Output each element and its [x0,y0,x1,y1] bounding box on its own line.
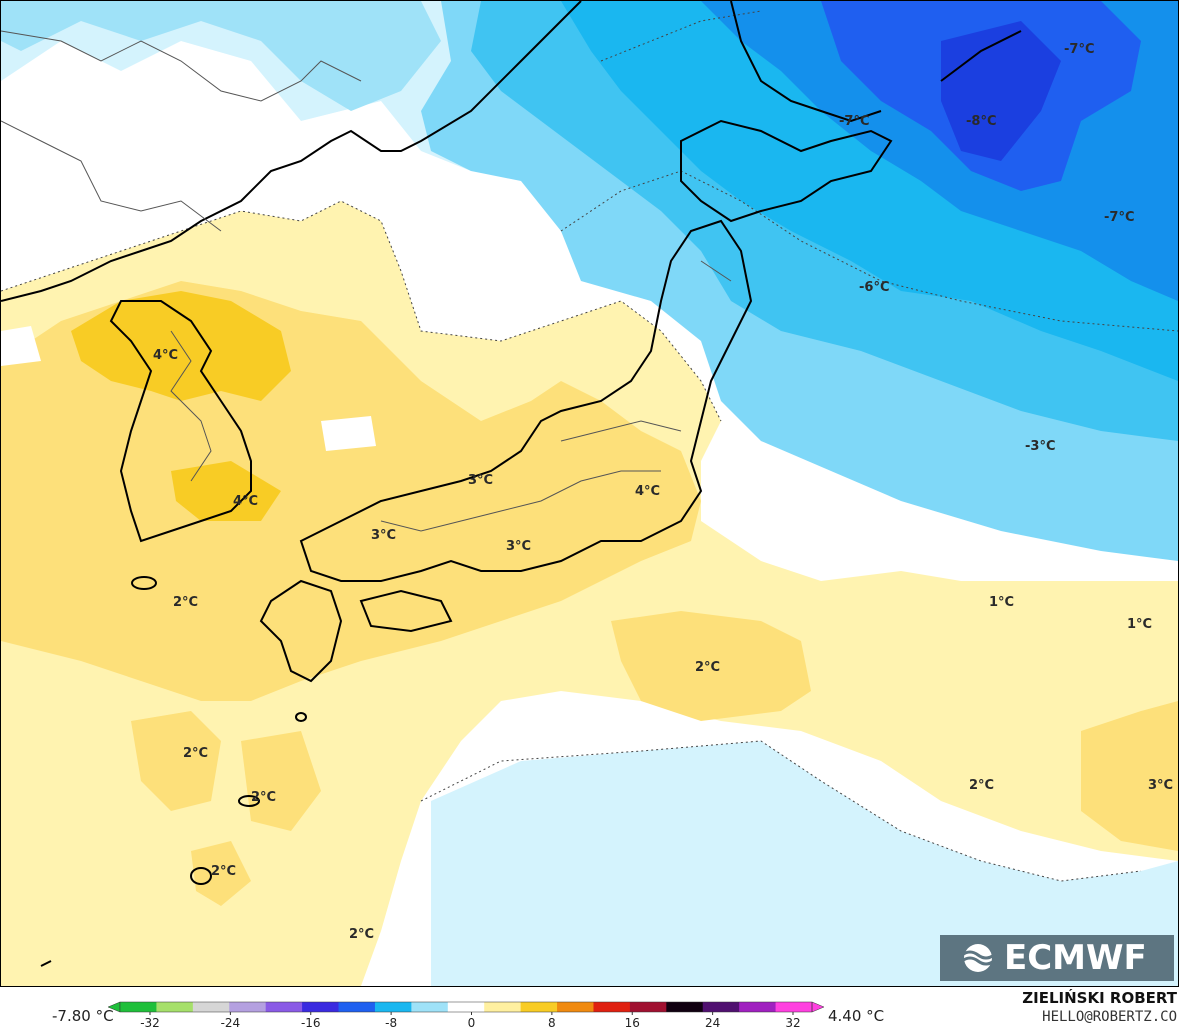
temp-label: -7°C [1104,210,1134,225]
legend-swatch [120,1002,157,1012]
legend-tick-label: -32 [140,1016,160,1030]
author-name: ZIELIŃSKI ROBERT [1022,989,1177,1007]
temp-label: 3°C [468,473,493,488]
ecmwf-wave-icon [961,944,995,972]
legend-tick-label: -24 [221,1016,241,1030]
temp-label: -7°C [839,114,869,129]
warm-region-far-east [1081,701,1178,851]
dotted-contours [1,10,1178,882]
map-canvas: -7°C -7°C -8°C -7°C -6°C -3°C 4°C 4°C 3°… [1,1,1178,986]
warm-region-south [131,711,221,811]
cold-region-light [1,1,441,111]
temp-label: 4°C [153,348,178,363]
temp-label: -7°C [1064,42,1094,57]
legend-swatch [265,1002,303,1012]
legend-swatch [520,1002,558,1012]
legend-swatch [629,1002,667,1012]
legend-border [119,1001,813,1013]
warm-region-south-2 [241,731,321,831]
legend-tick-label: -16 [301,1016,321,1030]
legend-tick-label: -8 [385,1016,397,1030]
neutral-pocket-center [321,416,376,451]
legend-swatch [374,1002,412,1012]
temperature-map: -7°C -7°C -8°C -7°C -6°C -3°C 4°C 4°C 3°… [0,0,1179,987]
legend-swatch [484,1002,522,1012]
neutral-pocket-west [1,326,41,366]
legend-swatch [739,1002,777,1012]
coastlines [1,1,1022,967]
temp-label: -3°C [1025,439,1055,454]
temp-label: -8°C [966,114,996,129]
temp-label: 3°C [1148,778,1173,793]
ecmwf-logo: ECMWF [940,935,1174,981]
legend-swatches [107,1001,825,1013]
temp-label: 3°C [506,539,531,554]
temp-label: 2°C [211,864,236,879]
legend-swatch [593,1002,631,1012]
legend-tick-label: 32 [785,1016,800,1030]
temp-label: 3°C [371,528,396,543]
temp-label: 1°C [989,595,1014,610]
legend-colorbar: -32 -24 -16 -8 0 8 16 24 32 [107,1001,825,1030]
warm-region-south-3 [191,841,251,906]
legend-swatch [229,1002,267,1012]
temperature-labels: -7°C -7°C -8°C -7°C -6°C -3°C 4°C 4°C 3°… [153,42,1173,942]
temp-label: 4°C [233,494,258,509]
legend-swatch [338,1002,376,1012]
legend-tick-label: 16 [625,1016,640,1030]
legend-tick-label: 8 [548,1016,556,1030]
temp-label: 2°C [183,746,208,761]
legend-swatch [302,1002,340,1012]
legend-swatch [192,1002,230,1012]
legend-swatch [447,1002,485,1012]
temp-label: 2°C [251,790,276,805]
temp-label: -6°C [859,280,889,295]
author-email: HELLO@ROBERTZ.CO [1042,1009,1177,1025]
legend-tick-label: 0 [468,1016,476,1030]
warm-core-korea-south [171,461,281,521]
temp-label: 2°C [349,927,374,942]
legend-max-value: 4.40 °C [828,1007,885,1025]
legend-swatch [702,1002,740,1012]
legend-swatch [775,1002,813,1012]
temp-label: 4°C [635,484,660,499]
footer: -32 -24 -16 -8 0 8 16 24 32 [0,987,1179,1035]
legend-swatch [666,1002,704,1012]
cold-region-southeast [431,741,1178,986]
logo-text: ECMWF [1004,938,1147,978]
temp-label: 2°C [695,660,720,675]
temp-label: 1°C [1127,617,1152,632]
legend-swatch [156,1002,194,1012]
legend-min-value: -7.80 °C [52,1007,114,1025]
temp-label: 2°C [969,778,994,793]
admin-borders [1,30,732,532]
legend-ticks: -32 -24 -16 -8 0 8 16 24 32 [140,1012,801,1030]
cold-core [941,21,1061,161]
warm-region-east [611,611,811,721]
legend-tick-label: 24 [705,1016,720,1030]
temp-label: 2°C [173,595,198,610]
legend-arrow-right [811,1001,825,1013]
legend-swatch [557,1002,594,1012]
legend-swatch [411,1002,449,1012]
